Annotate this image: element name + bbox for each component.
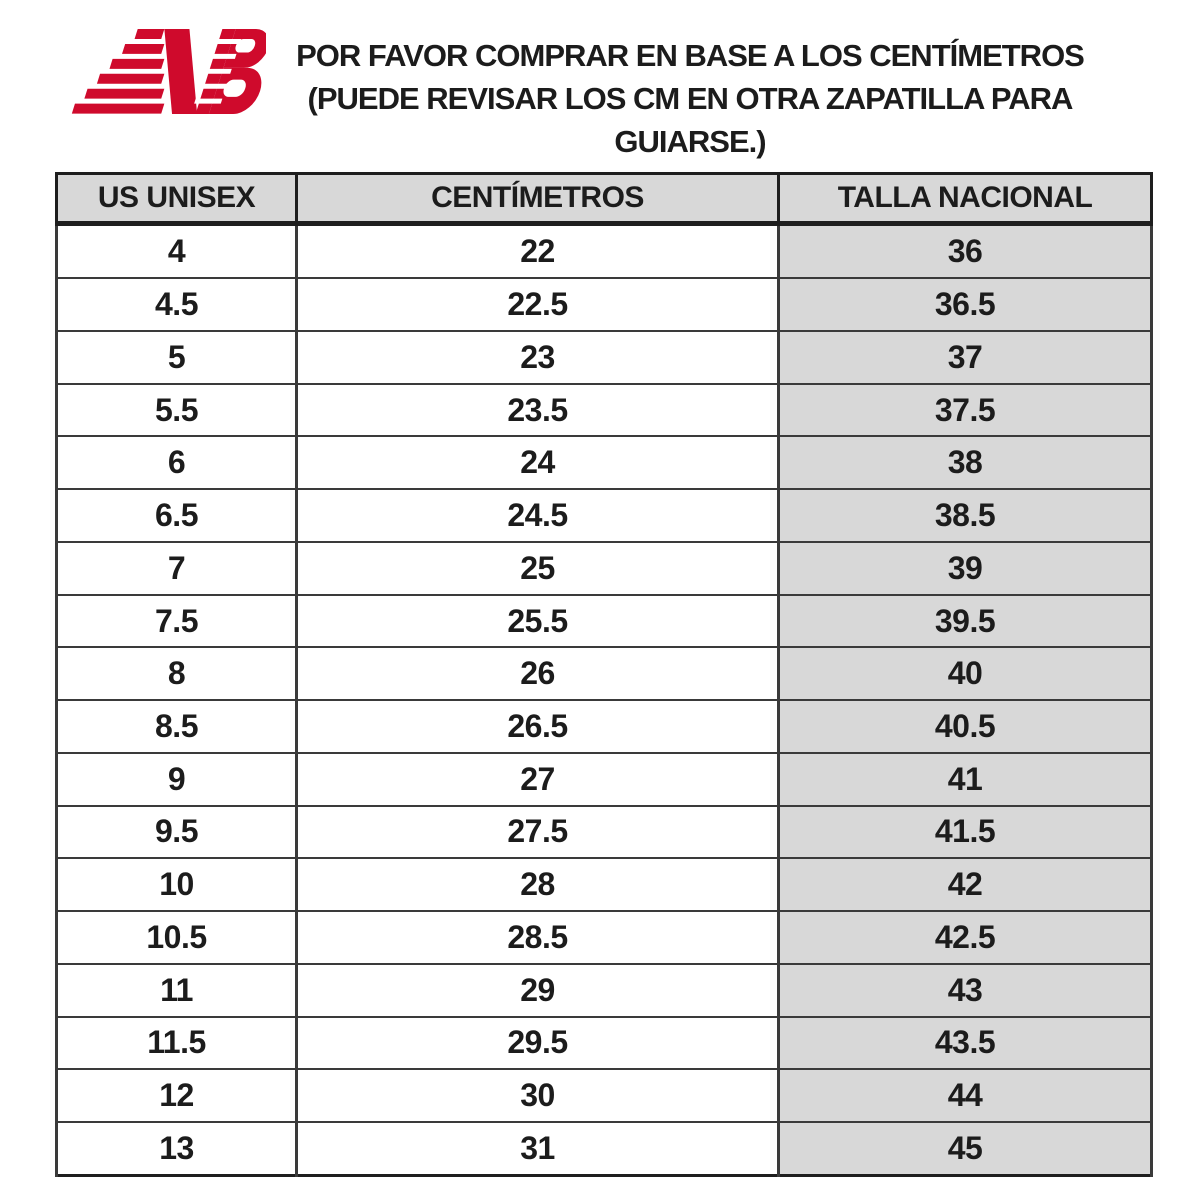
table-row: 4.5 22.5 36.5: [55, 277, 1153, 332]
us-size-cell: 11: [55, 962, 298, 1018]
table-row: 5.5 23.5 37.5: [55, 382, 1153, 438]
cm-cell: 27: [295, 751, 780, 807]
talla-cell: 37: [777, 330, 1153, 385]
talla-cell: 38.5: [777, 488, 1153, 543]
table-row: 6.5 24.5 38.5: [55, 488, 1153, 543]
talla-cell: 37.5: [777, 382, 1153, 438]
cm-cell: 27.5: [295, 804, 780, 860]
talla-cell: 42.5: [777, 910, 1153, 965]
talla-cell: 43.5: [777, 1015, 1153, 1071]
table-row: 10.5 28.5 42.5: [55, 910, 1153, 965]
us-size-cell: 8: [55, 646, 298, 702]
cm-cell: 24: [295, 435, 780, 491]
cm-cell: 25.5: [295, 593, 780, 649]
us-size-cell: 5.5: [55, 382, 298, 438]
notice-line-3: GUIARSE.): [614, 124, 766, 159]
cm-cell: 29.5: [295, 1015, 780, 1071]
table-row: 8.5 26.5 40.5: [55, 699, 1153, 754]
cm-cell: 26.5: [295, 699, 780, 754]
table-row: 5 23 37: [55, 330, 1153, 385]
us-size-cell: 10.5: [55, 910, 298, 965]
talla-cell: 39.5: [777, 593, 1153, 649]
us-size-cell: 8.5: [55, 699, 298, 754]
us-size-cell: 7: [55, 540, 298, 596]
size-conversion-table: US UNISEX CENTÍMETROS TALLA NACIONAL 4 22 36…: [55, 172, 1153, 1177]
table-row: 13 31 45: [55, 1121, 1153, 1177]
cm-cell: 30: [295, 1068, 780, 1124]
table-row: 12 30 44: [55, 1068, 1153, 1124]
table-row: 9 27 41: [55, 751, 1153, 807]
notice-line-1: POR FAVOR COMPRAR EN BASE A LOS CENTÍMET…: [296, 38, 1085, 73]
us-size-cell: 6.5: [55, 488, 298, 543]
table-row: 11.5 29.5 43.5: [55, 1015, 1153, 1071]
us-size-cell: 7.5: [55, 593, 298, 649]
talla-cell: 40: [777, 646, 1153, 702]
talla-cell: 44: [777, 1068, 1153, 1124]
talla-cell: 41.5: [777, 804, 1153, 860]
us-size-cell: 6: [55, 435, 298, 491]
table-row: 11 29 43: [55, 962, 1153, 1018]
cm-cell: 28.5: [295, 910, 780, 965]
cm-cell: 29: [295, 962, 780, 1018]
us-size-cell: 12: [55, 1068, 298, 1124]
cm-cell: 22: [295, 222, 780, 280]
table-row: 7 25 39: [55, 540, 1153, 596]
talla-cell: 39: [777, 540, 1153, 596]
table-row: 8 26 40: [55, 646, 1153, 702]
cm-cell: 31: [295, 1121, 780, 1177]
cm-cell: 28: [295, 857, 780, 913]
cm-cell: 26: [295, 646, 780, 702]
us-size-cell: 11.5: [55, 1015, 298, 1071]
notice-line-2: (PUEDE REVISAR LOS CM EN OTRA ZAPATILLA …: [307, 81, 1074, 116]
table-row: 7.5 25.5 39.5: [55, 593, 1153, 649]
us-size-cell: 9.5: [55, 804, 298, 860]
column-header-0: US UNISEX: [55, 172, 298, 226]
talla-cell: 41: [777, 751, 1153, 807]
us-size-cell: 4: [55, 222, 298, 280]
talla-cell: 38: [777, 435, 1153, 491]
column-header-1: CENTÍMETROS: [295, 172, 780, 226]
us-size-cell: 10: [55, 857, 298, 913]
talla-cell: 43: [777, 962, 1153, 1018]
us-size-cell: 4.5: [55, 277, 298, 332]
us-size-cell: 13: [55, 1121, 298, 1177]
talla-cell: 42: [777, 857, 1153, 913]
cm-cell: 23: [295, 330, 780, 385]
cm-cell: 23.5: [295, 382, 780, 438]
cm-cell: 22.5: [295, 277, 780, 332]
table-row: 6 24 38: [55, 435, 1153, 491]
talla-cell: 36.5: [777, 277, 1153, 332]
column-header-2: TALLA NACIONAL: [777, 172, 1153, 226]
table-header-row: US UNISEX CENTÍMETROS TALLA NACIONAL: [55, 172, 1153, 226]
nb-logo-icon: [71, 29, 266, 115]
table-body: 4 22 36 4.5 22.5 36.5 5 23 37 5.5 23.5 37.5 6 24 38 6.5…: [55, 222, 1153, 1177]
us-size-cell: 5: [55, 330, 298, 385]
purchase-notice: POR FAVOR COMPRAR EN BASE A LOS CENTÍMET…: [268, 34, 1112, 163]
table-row: 10 28 42: [55, 857, 1153, 913]
table-row: 9.5 27.5 41.5: [55, 804, 1153, 860]
cm-cell: 25: [295, 540, 780, 596]
talla-cell: 45: [777, 1121, 1153, 1177]
new-balance-logo: [70, 20, 270, 128]
talla-cell: 40.5: [777, 699, 1153, 754]
us-size-cell: 9: [55, 751, 298, 807]
talla-cell: 36: [777, 222, 1153, 280]
table-row: 4 22 36: [55, 222, 1153, 280]
cm-cell: 24.5: [295, 488, 780, 543]
